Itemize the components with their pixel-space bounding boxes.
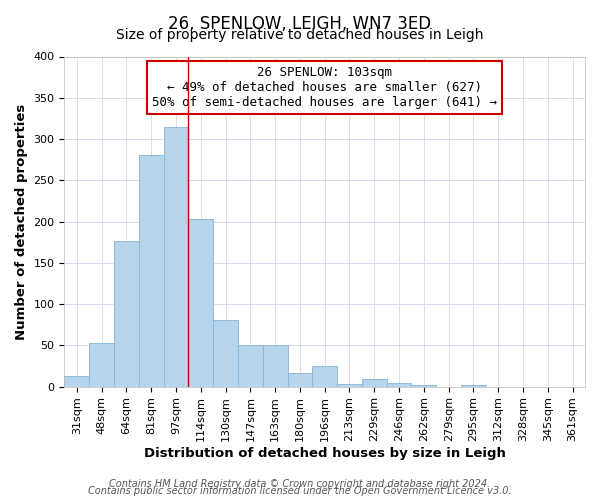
Bar (188, 219, 213, 386)
Bar (362, 379, 386, 386)
Bar (89, 343, 114, 386)
Bar (313, 366, 337, 386)
Bar (337, 384, 362, 386)
Bar (263, 344, 287, 387)
Bar (139, 154, 164, 386)
Bar (386, 384, 412, 386)
Text: 26, SPENLOW, LEIGH, WN7 3ED: 26, SPENLOW, LEIGH, WN7 3ED (169, 15, 431, 33)
Bar (287, 374, 313, 386)
Bar (64, 376, 89, 386)
Bar (461, 385, 486, 386)
Bar (412, 385, 436, 386)
Text: 26 SPENLOW: 103sqm
← 49% of detached houses are smaller (627)
50% of semi-detach: 26 SPENLOW: 103sqm ← 49% of detached hou… (152, 66, 497, 110)
Bar (213, 320, 238, 386)
Bar (114, 240, 139, 386)
Bar (238, 344, 263, 387)
Bar (164, 126, 188, 386)
X-axis label: Distribution of detached houses by size in Leigh: Distribution of detached houses by size … (144, 447, 506, 460)
Text: Size of property relative to detached houses in Leigh: Size of property relative to detached ho… (116, 28, 484, 42)
Text: Contains public sector information licensed under the Open Government Licence v3: Contains public sector information licen… (88, 486, 512, 496)
Y-axis label: Number of detached properties: Number of detached properties (15, 104, 28, 340)
Text: Contains HM Land Registry data © Crown copyright and database right 2024.: Contains HM Land Registry data © Crown c… (109, 479, 491, 489)
